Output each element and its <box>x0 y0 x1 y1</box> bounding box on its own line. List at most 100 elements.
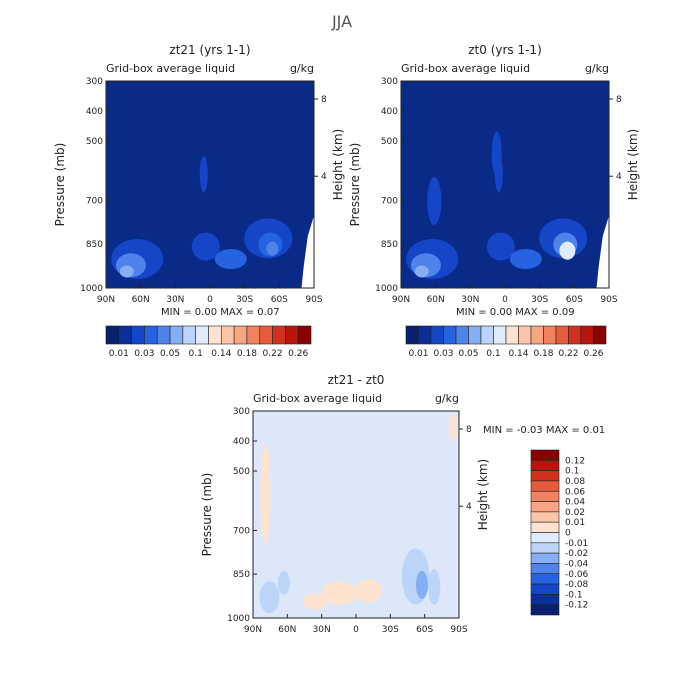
x-tick-label: 90N <box>97 295 115 305</box>
colorbar-label: 0.03 <box>433 349 453 359</box>
colorbar-cell <box>505 325 519 345</box>
colorbar-cell <box>131 325 145 345</box>
x-tick-label: 0 <box>207 295 213 305</box>
colorbar-label: -0.06 <box>565 570 589 580</box>
y-axis-label: Pressure (mb) <box>53 143 67 227</box>
y-tick-label: 700 <box>381 196 398 206</box>
colorbar-cell <box>530 521 560 533</box>
colorbar-cell <box>518 325 532 345</box>
x-tick-label: 60S <box>416 625 433 635</box>
field-layer <box>106 81 314 288</box>
colorbar-label: -0.1 <box>565 590 583 600</box>
colorbar-label: 0.02 <box>565 508 585 518</box>
colorbar-label: 0.1 <box>189 349 203 359</box>
colorbar-cell <box>530 501 560 513</box>
colorbar-label: -0.01 <box>565 539 588 549</box>
colorbar-label: -0.04 <box>565 559 589 569</box>
cloud-region <box>191 232 220 261</box>
colorbar-label: -0.02 <box>565 549 588 559</box>
positive-region <box>260 443 271 544</box>
y-right-tick-label: 8 <box>616 95 622 105</box>
positive-region <box>448 413 457 442</box>
x-tick-label: 30N <box>313 625 331 635</box>
x-tick-label: 60N <box>132 295 150 305</box>
chart-panel-2: zt0 (yrs 1-1) Grid-box average liquid g/kg… <box>348 43 640 359</box>
colorbar-cell <box>530 573 560 585</box>
panel-subtitle-left: Grid-box average liquid <box>106 62 235 75</box>
y-tick-label: 850 <box>233 570 250 580</box>
colorbar-label: 0.01 <box>565 518 585 528</box>
colorbar-cell <box>105 325 120 345</box>
colorbar-cell <box>530 470 560 482</box>
panel-title: zt0 (yrs 1-1) <box>468 43 542 57</box>
y-tick-label: 850 <box>86 240 103 250</box>
panel-title: zt21 - zt0 <box>328 373 385 387</box>
colorbar-cell <box>480 325 494 345</box>
x-tick-label: 30N <box>166 295 184 305</box>
colorbar-cell <box>169 325 184 345</box>
colorbar-label: 0.05 <box>458 349 478 359</box>
x-tick-label: 30S <box>531 295 548 305</box>
colorbar-cell <box>530 563 560 575</box>
y-right-tick-label: 4 <box>321 172 327 182</box>
cloud-region <box>559 241 576 260</box>
colorbar-label: 0.1 <box>565 467 579 477</box>
colorbar-label: 0.01 <box>408 349 428 359</box>
negative-region <box>277 570 290 595</box>
y-tick-label: 300 <box>86 77 103 87</box>
colorbar-cell <box>530 449 560 461</box>
colorbar-cell <box>208 325 222 345</box>
colorbar-cell <box>430 325 444 345</box>
colorbar-label: 0.03 <box>134 349 154 359</box>
y-right-tick-label: 8 <box>466 425 472 435</box>
colorbar-cell <box>405 325 419 345</box>
colorbar-label: 0.22 <box>558 349 578 359</box>
cloud-region <box>214 249 247 270</box>
y-right-tick-label: 8 <box>321 95 327 105</box>
colorbar-label: 0.22 <box>263 349 283 359</box>
cloud-region <box>119 265 134 278</box>
colorbar-label: 0.05 <box>160 349 180 359</box>
negative-region <box>259 581 280 614</box>
colorbar-cell <box>468 325 482 345</box>
x-tick-label: 60S <box>566 295 583 305</box>
colorbar-cell <box>593 325 607 345</box>
x-tick-label: 0 <box>502 295 508 305</box>
x-tick-label: 90N <box>244 625 262 635</box>
y-tick-label: 700 <box>86 196 103 206</box>
y-tick-label: 500 <box>381 137 398 147</box>
panel-subtitle-left: Grid-box average liquid <box>401 62 530 75</box>
x-tick-label: 60N <box>278 625 296 635</box>
positive-region <box>302 593 327 610</box>
y-tick-label: 1000 <box>375 284 398 294</box>
colorbar-cell <box>530 604 560 616</box>
x-tick-label: 60N <box>427 295 445 305</box>
colorbar-cell <box>285 325 299 345</box>
chart-panel-1: zt21 (yrs 1-1) Grid-box average liquid g/k… <box>53 43 345 359</box>
colorbar-label: 0.08 <box>565 477 585 487</box>
cloud-region <box>414 265 429 278</box>
colorbar-cell <box>195 325 209 345</box>
x-tick-label: 0 <box>353 625 359 635</box>
cloud-region <box>491 131 502 176</box>
y-tick-label: 1000 <box>227 614 250 624</box>
field-layer <box>253 411 459 618</box>
positive-region <box>354 579 383 604</box>
colorbar-label: 0.14 <box>211 349 231 359</box>
y-tick-label: 400 <box>86 107 103 117</box>
y-tick-label: 500 <box>86 137 103 147</box>
y-right-axis-label: Height (km) <box>331 129 345 200</box>
colorbar-label: 0.04 <box>565 498 585 508</box>
y-tick-label: 850 <box>381 240 398 250</box>
colorbar-cell <box>530 490 560 502</box>
colorbar-cell <box>530 583 560 595</box>
y-tick-label: 400 <box>381 107 398 117</box>
panel-subtitle-right: g/kg <box>585 62 609 75</box>
y-right-tick-label: 4 <box>616 172 622 182</box>
y-tick-label: 700 <box>233 526 250 536</box>
colorbar-cell <box>156 325 171 345</box>
y-right-axis-label: Height (km) <box>626 129 640 200</box>
y-tick-label: 300 <box>233 407 250 417</box>
panel-subtitle-right: g/kg <box>435 392 459 405</box>
